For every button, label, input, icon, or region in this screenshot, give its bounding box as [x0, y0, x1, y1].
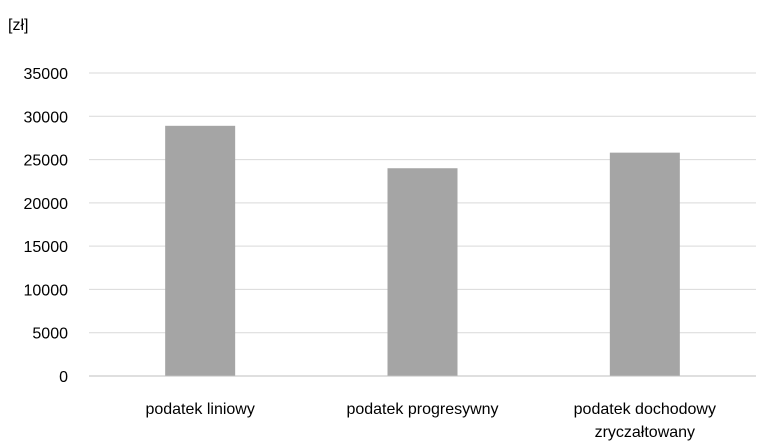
bar [609, 152, 680, 376]
bar [387, 168, 458, 376]
x-category-label: podatek liniowy [145, 401, 254, 418]
y-tick-label: 10000 [24, 282, 69, 299]
x-category-label: podatek progresywny [346, 401, 498, 418]
x-axis-category-labels: podatek liniowy podatek progresywny podate… [145, 401, 716, 441]
x-category-label: podatek dochodowy [574, 401, 716, 418]
y-tick-label: 20000 [24, 196, 69, 213]
bar [165, 125, 236, 377]
y-tick-label: 35000 [24, 66, 69, 83]
y-axis-tick-labels: 0 5000 10000 15000 20000 25000 30000 35000 [24, 66, 69, 386]
bars [165, 125, 680, 377]
y-axis-unit-label: [zł] [8, 17, 28, 34]
x-category-label: zryczałtowany [595, 424, 695, 441]
y-tick-label: 25000 [24, 153, 69, 170]
y-tick-label: 15000 [24, 239, 69, 256]
y-tick-label: 0 [59, 369, 68, 386]
y-tick-label: 5000 [32, 326, 68, 343]
y-tick-label: 30000 [24, 109, 69, 126]
